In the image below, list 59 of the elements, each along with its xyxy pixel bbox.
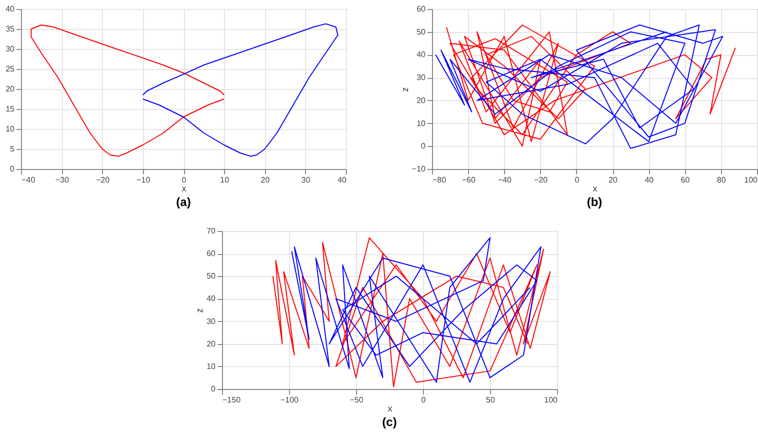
y-tick-label: 25 [6, 64, 16, 74]
x-tick-label: 30 [301, 176, 311, 184]
text: (c) [382, 415, 397, 429]
x-tick-label: 60 [680, 176, 690, 184]
y-tick-label: 35 [6, 24, 16, 34]
x-tick-label: 10 [220, 176, 230, 184]
y-tick-label: 50 [206, 272, 216, 281]
x-tick-label: 100 [744, 176, 758, 184]
y-tick-label: 40 [206, 294, 216, 304]
x-tick-label: 80 [716, 176, 726, 184]
y-tick-label: 20 [6, 84, 16, 94]
y-tick-label: −10 [412, 164, 426, 174]
x-tick-label: −30 [55, 176, 70, 184]
x-axis-title: x [592, 184, 598, 194]
y-tick-label: 60 [206, 249, 216, 258]
x-tick-label: 100 [544, 396, 558, 404]
y-axis-title: z [400, 86, 410, 92]
x-tick-label: 40 [338, 176, 348, 184]
text: (a) [176, 195, 191, 209]
line-series [30, 24, 225, 157]
x-tick-label: 50 [486, 396, 496, 404]
y-tick-label: 20 [416, 96, 426, 105]
x-tick-label: −40 [498, 176, 512, 184]
x-tick-label: −100 [280, 396, 300, 404]
y-tick-label: 10 [6, 124, 16, 134]
y-tick-label: 60 [416, 4, 426, 14]
x-tick-label: −20 [96, 176, 110, 184]
x-tick-label: 20 [260, 176, 270, 184]
y-tick-label: 20 [206, 339, 216, 348]
x-tick-label: −50 [350, 396, 364, 404]
x-axis-title: x [388, 404, 393, 414]
y-tick-label: 15 [6, 104, 16, 114]
y-tick-label: 30 [416, 73, 426, 82]
line-series [142, 23, 338, 157]
y-tick-label: 40 [416, 50, 426, 60]
y-axis-title: z [194, 308, 205, 313]
y-tick-label: 40 [6, 4, 16, 14]
x-tick-label: −80 [432, 176, 447, 184]
x-tick-label: 0 [182, 176, 187, 184]
y-tick-label: 0 [10, 164, 16, 174]
y-tick-label: 0 [211, 384, 216, 394]
y-tick-label: 30 [206, 316, 216, 326]
y-tick-label: 70 [206, 226, 216, 236]
y-tick-label: 5 [10, 144, 16, 154]
y-tick-label: 10 [206, 362, 216, 371]
text: (b) [586, 195, 602, 209]
x-tick-label: 40 [644, 176, 654, 184]
x-axis-title: x [182, 184, 187, 194]
x-tick-label: 20 [608, 176, 618, 184]
y-tick-label: 30 [6, 44, 16, 54]
x-tick-label: −20 [534, 176, 548, 184]
x-tick-label: −10 [136, 176, 151, 184]
y-tick-label: 50 [416, 27, 426, 36]
x-tick-label: −40 [22, 176, 36, 184]
y-tick-label: 10 [416, 118, 426, 128]
x-tick-label: −150 [222, 396, 242, 404]
y-tick-label: 0 [421, 142, 426, 151]
x-tick-label: 0 [574, 176, 580, 184]
x-tick-label: −60 [462, 176, 476, 184]
